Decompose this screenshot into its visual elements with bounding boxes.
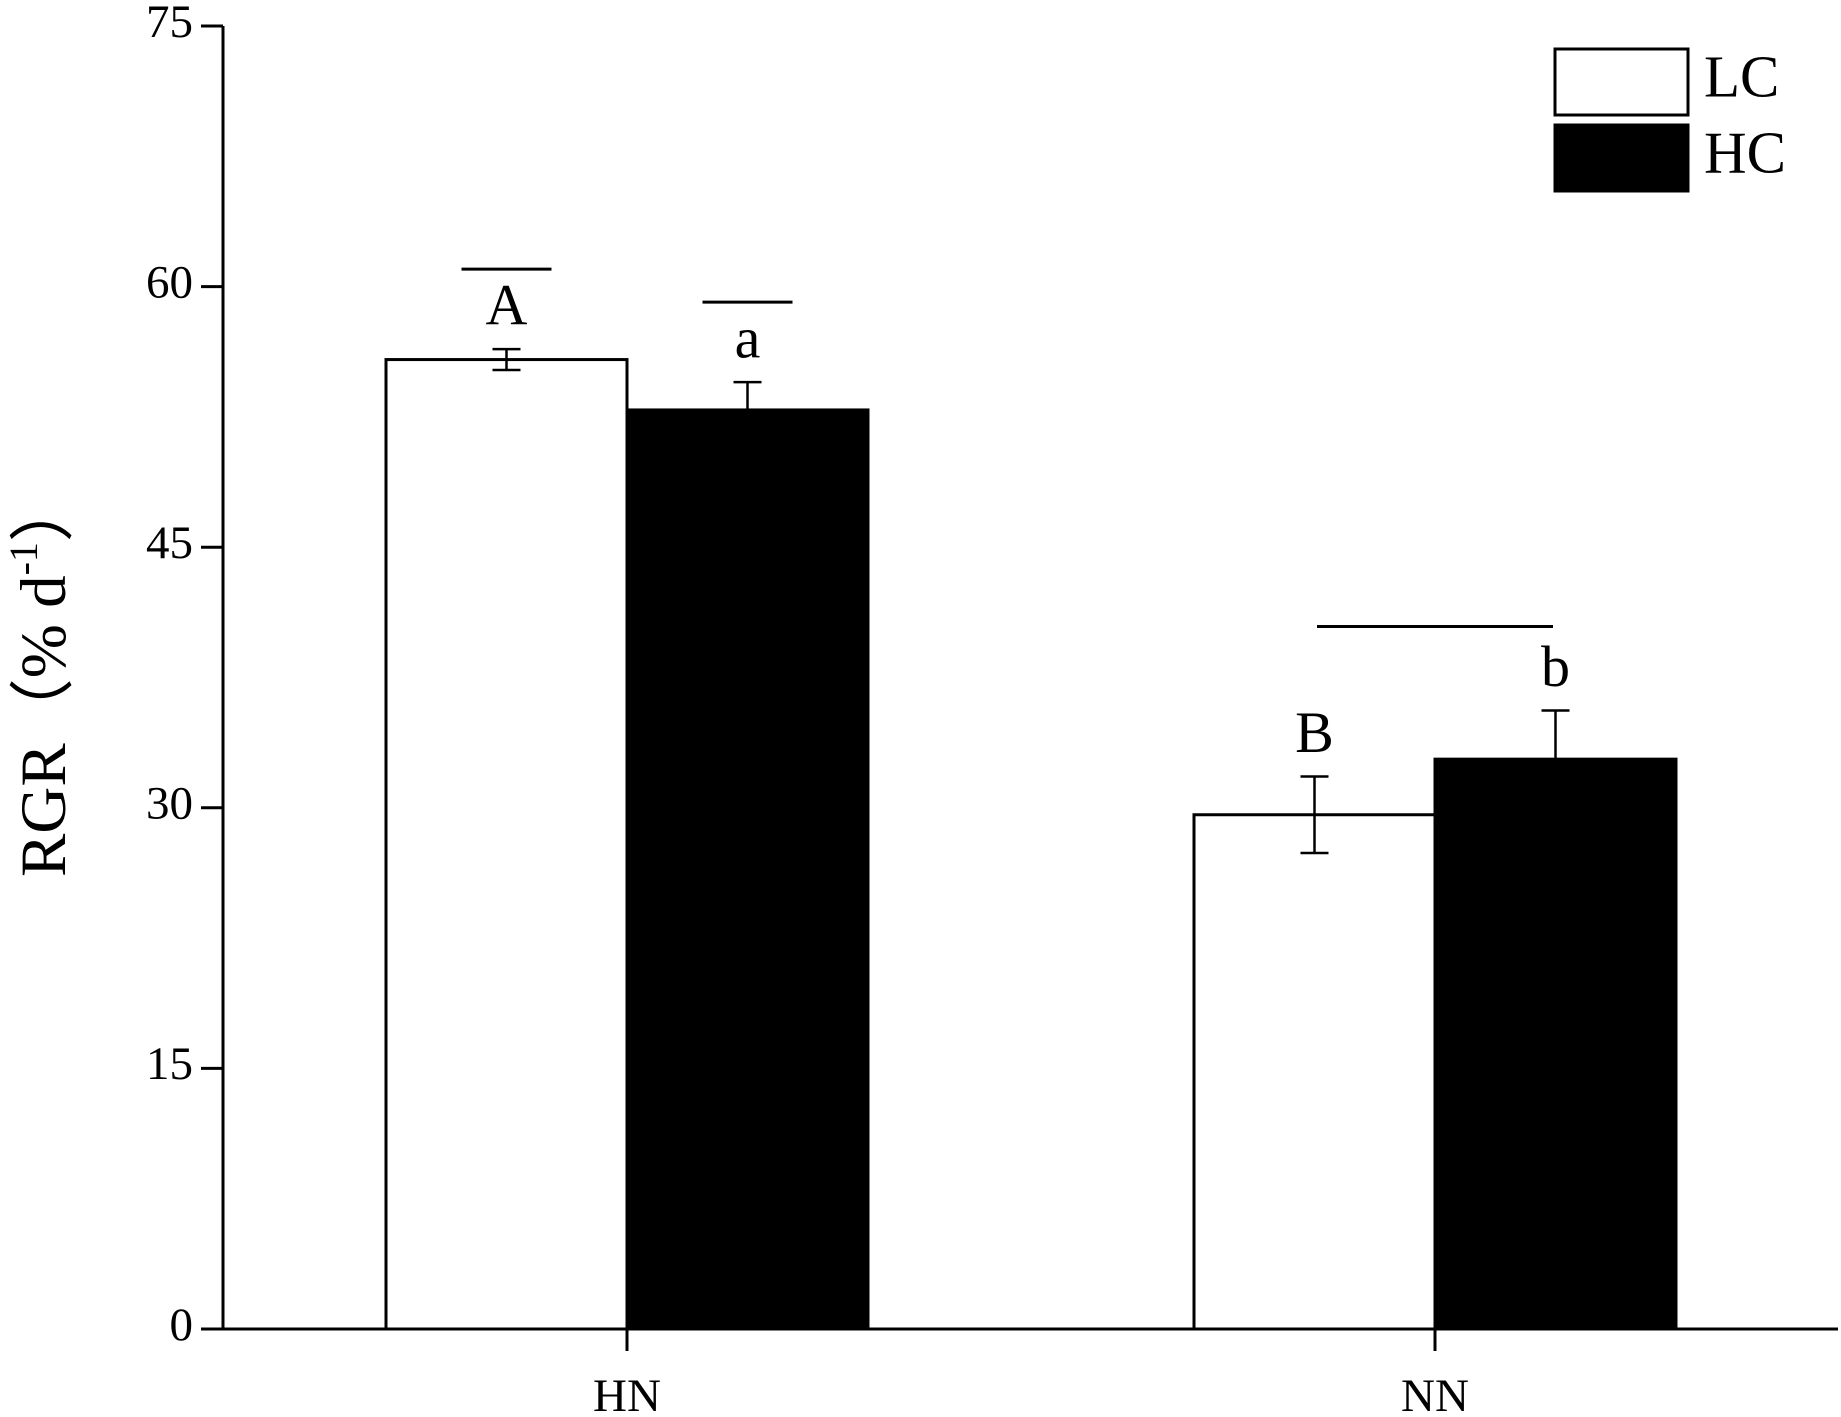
- y-label-sup: -1: [1, 542, 46, 575]
- significance-letter: A: [486, 272, 528, 337]
- x-tick-label: NN: [1401, 1370, 1469, 1417]
- y-tick-label: 30: [146, 778, 193, 830]
- bar: [625, 408, 870, 1331]
- y-label-end: ）: [8, 477, 80, 542]
- y-tick-label: 15: [146, 1038, 193, 1090]
- x-tick-label: HN: [593, 1370, 661, 1417]
- legend-label: HC: [1704, 120, 1786, 186]
- y-tick-label: 75: [146, 0, 193, 48]
- legend-swatch: [1553, 123, 1690, 193]
- bar: [1192, 813, 1437, 1331]
- y-tick-label: 60: [146, 256, 193, 308]
- bar: [1433, 757, 1678, 1331]
- y-tick-label: 45: [146, 517, 193, 569]
- significance-letter: B: [1295, 700, 1334, 765]
- significance-letter: b: [1541, 634, 1570, 699]
- y-label-main: RGR（% d: [8, 575, 80, 877]
- legend-swatch: [1553, 47, 1690, 117]
- y-tick-label: 0: [170, 1299, 194, 1351]
- significance-letter: a: [735, 305, 761, 370]
- legend-label: LC: [1704, 44, 1779, 110]
- bar: [384, 358, 629, 1331]
- y-axis-label: RGR（% d-1）: [1, 477, 80, 877]
